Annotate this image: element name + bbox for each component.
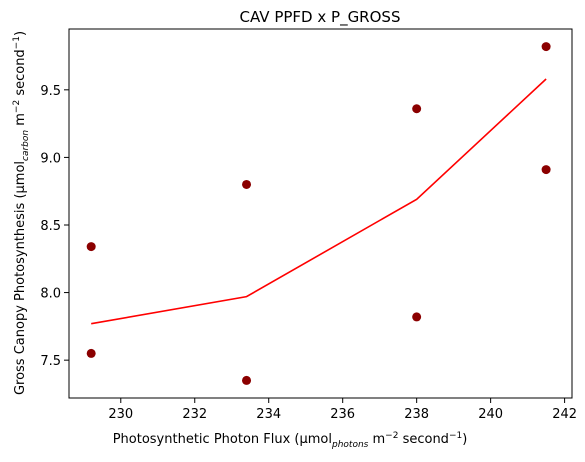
x-tick-label: 236: [330, 407, 355, 422]
scatter-point: [542, 165, 551, 174]
y-tick-label: 9.0: [40, 151, 61, 166]
y-axis: 7.5 8.0 8.5 9.0 9.5: [40, 84, 69, 369]
scatter-point: [412, 104, 421, 113]
x-axis: 230 232 234 236 238 240 242: [108, 398, 577, 422]
scatter-point: [87, 349, 96, 358]
scatter-points-layer: [87, 42, 551, 385]
x-tick-label: 230: [108, 407, 133, 422]
x-tick-label: 238: [404, 407, 429, 422]
x-tick-label: 232: [182, 407, 207, 422]
plot-frame: [69, 29, 572, 398]
scatter-point: [87, 242, 96, 251]
y-tick-label: 8.5: [40, 219, 61, 234]
scatter-point: [412, 312, 421, 321]
y-tick-label: 9.5: [40, 84, 61, 99]
x-tick-label: 242: [552, 407, 577, 422]
scatter-point: [242, 376, 251, 385]
x-tick-label: 240: [478, 407, 503, 422]
trend-line: [91, 79, 546, 324]
scatter-point: [242, 180, 251, 189]
scatter-point: [542, 42, 551, 51]
y-tick-label: 8.0: [40, 287, 61, 302]
x-axis-label: Photosynthetic Photon Flux (μmolphotons …: [113, 431, 468, 450]
trend-line-layer: [91, 79, 546, 324]
y-tick-label: 7.5: [40, 354, 61, 369]
y-axis-label: Gross Canopy Photosynthesis (μmolcarbon …: [12, 31, 31, 395]
chart-title: CAV PPFD x P_GROSS: [240, 8, 401, 27]
x-tick-label: 234: [256, 407, 281, 422]
